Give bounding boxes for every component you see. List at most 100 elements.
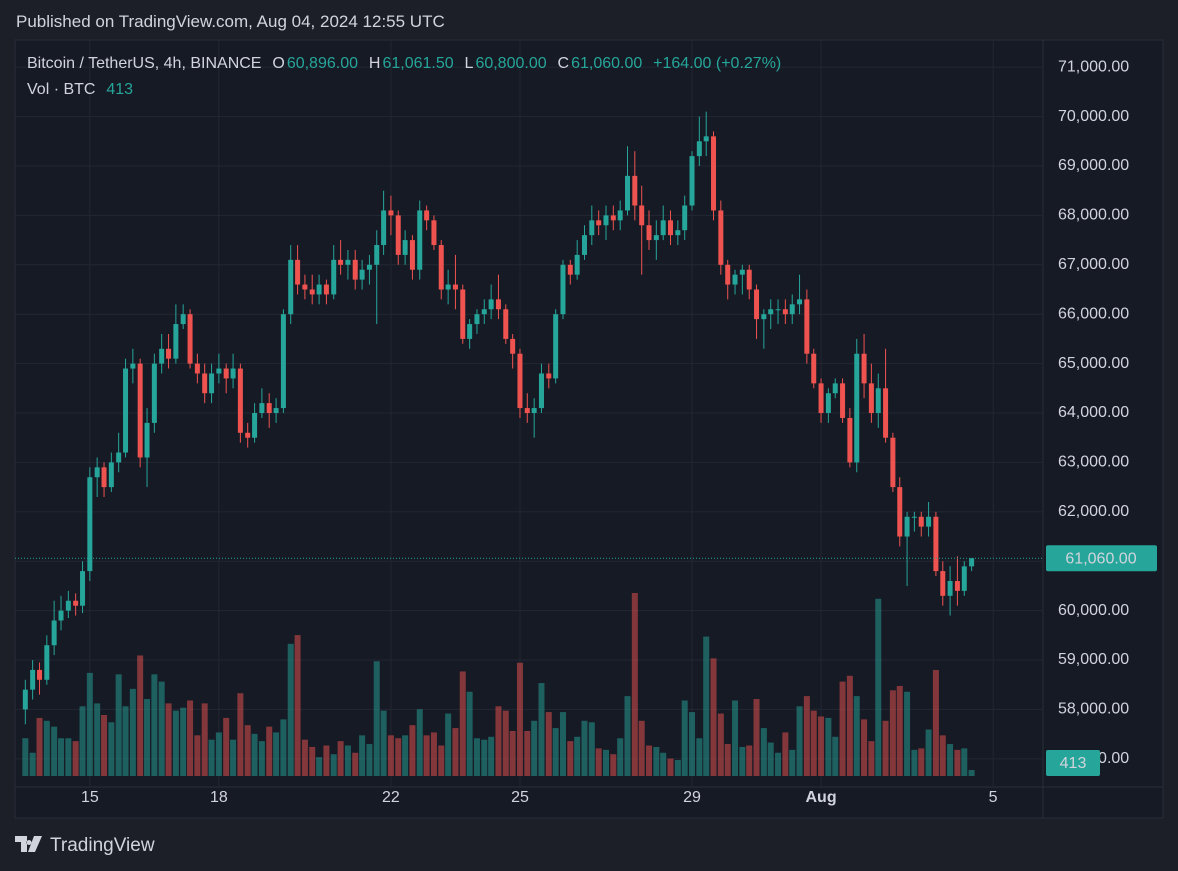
last-price-badge bbox=[1046, 545, 1157, 572]
volume-bar bbox=[301, 739, 308, 776]
candle-body bbox=[503, 309, 509, 339]
volume-bar bbox=[846, 675, 853, 776]
volume-bar bbox=[158, 681, 165, 776]
volume-bar bbox=[180, 707, 187, 776]
axes: 57,000.0058,000.0059,000.0060,000.0061,0… bbox=[15, 58, 1157, 806]
volume-bar bbox=[753, 699, 760, 776]
candle-body bbox=[488, 299, 494, 310]
candle-body bbox=[51, 620, 57, 646]
candle-body bbox=[130, 363, 136, 369]
ohlc-key: L bbox=[464, 55, 474, 72]
volume-bar bbox=[689, 712, 696, 776]
ohlc-value: 60,896.00 bbox=[286, 55, 358, 72]
candle-body bbox=[194, 363, 200, 374]
volume-bar bbox=[445, 713, 452, 776]
y-tick-label: 68,000.00 bbox=[1058, 207, 1129, 224]
candle-body bbox=[331, 259, 337, 295]
candle-body bbox=[825, 393, 831, 414]
candle-body bbox=[495, 299, 501, 310]
volume-bar bbox=[208, 739, 215, 776]
volume-bar bbox=[739, 746, 746, 776]
volume-bar bbox=[839, 681, 846, 776]
y-tick-label: 69,000.00 bbox=[1058, 157, 1129, 174]
candle-body bbox=[230, 368, 236, 379]
candle-body bbox=[696, 141, 702, 157]
volume-bar bbox=[151, 674, 158, 776]
volume-bar bbox=[58, 738, 65, 776]
candle-body bbox=[359, 269, 365, 280]
candle-body bbox=[266, 403, 272, 414]
volume-bar bbox=[115, 674, 122, 776]
candle-body bbox=[44, 645, 50, 680]
candle-body bbox=[431, 220, 437, 246]
volume-bar bbox=[280, 719, 287, 776]
volume-bar bbox=[495, 706, 502, 776]
volume-bar bbox=[810, 710, 817, 776]
candle-body bbox=[725, 264, 731, 285]
volume-bar bbox=[215, 732, 222, 776]
volume-bar bbox=[595, 748, 602, 776]
candle-body bbox=[309, 289, 315, 295]
volume-bar bbox=[409, 725, 416, 776]
candle-body bbox=[259, 403, 265, 414]
candle-body bbox=[639, 205, 645, 226]
volume-bar bbox=[939, 735, 946, 776]
candle-body bbox=[954, 580, 960, 591]
candle-body bbox=[589, 220, 595, 236]
candle-body bbox=[30, 669, 36, 690]
candle-body bbox=[481, 309, 487, 315]
candle-body bbox=[646, 225, 652, 241]
x-tick-label: 29 bbox=[683, 789, 701, 806]
volume-bar bbox=[488, 736, 495, 776]
candle-body bbox=[918, 516, 924, 527]
candle-body bbox=[252, 413, 258, 438]
x-tick-label: Aug bbox=[806, 789, 837, 806]
candle-body bbox=[538, 373, 544, 409]
candle-body bbox=[875, 388, 881, 414]
candle-body bbox=[789, 304, 795, 315]
x-tick-label: 25 bbox=[511, 789, 529, 806]
volume-bar bbox=[674, 760, 681, 776]
volume-bar bbox=[502, 710, 509, 776]
volume-bar bbox=[581, 720, 588, 776]
candle-body bbox=[316, 284, 322, 295]
logo bbox=[15, 836, 42, 852]
candle-body bbox=[818, 383, 824, 414]
candle-body bbox=[847, 417, 853, 463]
y-tick-label: 65,000.00 bbox=[1058, 355, 1129, 372]
volume-bar bbox=[631, 593, 638, 776]
volume-bar bbox=[402, 735, 409, 776]
volume-bar bbox=[889, 690, 896, 776]
candle-body bbox=[58, 610, 64, 621]
candle-body bbox=[703, 136, 709, 142]
ohlc-key: H bbox=[368, 55, 381, 72]
x-tick-label: 5 bbox=[989, 789, 998, 806]
candle-body bbox=[323, 284, 329, 295]
volume-bar bbox=[344, 745, 351, 776]
candle-body bbox=[746, 269, 752, 290]
candle-body bbox=[603, 215, 609, 226]
candle-body bbox=[395, 215, 401, 255]
volume-bar bbox=[22, 738, 29, 776]
candle-body bbox=[897, 487, 903, 537]
candle-body bbox=[237, 368, 243, 433]
volume-bar bbox=[717, 713, 724, 776]
volume-bar bbox=[509, 730, 516, 776]
candle-body bbox=[216, 368, 222, 374]
candle-body bbox=[567, 264, 573, 275]
y-tick-label: 58,000.00 bbox=[1058, 701, 1129, 718]
volume-bar bbox=[187, 700, 194, 776]
brand: TradingView bbox=[50, 835, 155, 856]
candle-body bbox=[460, 289, 466, 339]
x-tick-label: 18 bbox=[210, 789, 228, 806]
candle-body bbox=[467, 324, 473, 339]
candle-body bbox=[402, 240, 408, 255]
volume-bar bbox=[545, 712, 552, 776]
ohlc-key: C bbox=[557, 55, 570, 72]
volume-bar bbox=[803, 696, 810, 776]
volume-bar bbox=[430, 732, 437, 776]
candle-body bbox=[424, 210, 430, 221]
candle-body bbox=[596, 220, 602, 226]
candle-body bbox=[101, 467, 107, 488]
